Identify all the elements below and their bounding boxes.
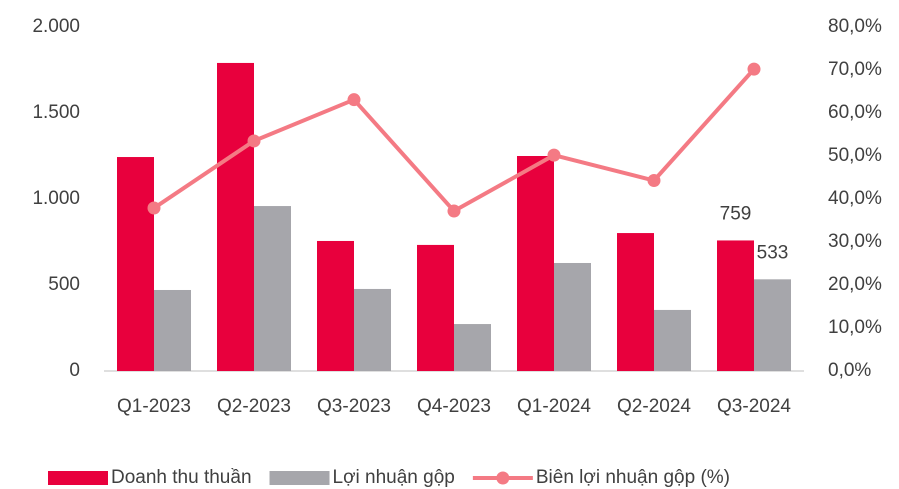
bar bbox=[354, 288, 391, 371]
legend-label: Lợi nhuận gộp bbox=[333, 467, 455, 488]
line-marker bbox=[247, 134, 261, 148]
y2-tick-label: 0,0% bbox=[828, 360, 871, 381]
y2-tick-label: 10,0% bbox=[828, 317, 882, 338]
legend-swatch bbox=[496, 471, 510, 485]
line-marker bbox=[547, 148, 561, 162]
legend-swatch bbox=[269, 471, 330, 485]
y2-tick-label: 40,0% bbox=[828, 188, 882, 209]
bar bbox=[154, 289, 191, 371]
x-tick-label: Q1-2024 bbox=[517, 396, 591, 417]
bar bbox=[754, 279, 791, 371]
data-label: 759 bbox=[720, 203, 752, 224]
line-marker bbox=[147, 201, 161, 215]
line-marker bbox=[347, 93, 361, 107]
legend-label: Doanh thu thuần bbox=[111, 467, 252, 488]
bar bbox=[654, 309, 691, 371]
bar bbox=[117, 157, 154, 371]
bar bbox=[517, 156, 554, 371]
x-tick-label: Q2-2024 bbox=[617, 396, 691, 417]
bar bbox=[217, 62, 254, 372]
y-tick-label: 500 bbox=[48, 274, 80, 295]
bar bbox=[617, 233, 654, 371]
bar bbox=[717, 240, 754, 371]
x-tick-label: Q1-2023 bbox=[117, 396, 191, 417]
y-tick-label: 2.000 bbox=[32, 16, 80, 37]
y2-tick-label: 30,0% bbox=[828, 231, 882, 252]
y2-tick-label: 70,0% bbox=[828, 59, 882, 80]
legend-label: Biên lợi nhuận gộp (%) bbox=[536, 467, 730, 488]
x-tick-label: Q3-2023 bbox=[317, 396, 391, 417]
x-tick-label: Q4-2023 bbox=[417, 396, 491, 417]
bar bbox=[254, 206, 291, 371]
y-tick-label: 1.500 bbox=[32, 102, 80, 123]
bar bbox=[554, 262, 591, 371]
line-marker bbox=[647, 174, 661, 188]
y2-tick-label: 60,0% bbox=[828, 102, 882, 123]
line-marker bbox=[447, 204, 461, 218]
y2-tick-label: 50,0% bbox=[828, 145, 882, 166]
data-label: 533 bbox=[757, 242, 789, 263]
line-marker bbox=[747, 62, 761, 76]
x-tick-label: Q2-2023 bbox=[217, 396, 291, 417]
legend-swatch bbox=[48, 471, 108, 485]
y2-tick-label: 80,0% bbox=[828, 16, 882, 37]
y2-tick-label: 20,0% bbox=[828, 274, 882, 295]
y-tick-label: 1.000 bbox=[32, 188, 80, 209]
bar bbox=[417, 244, 454, 371]
y-tick-label: 0 bbox=[69, 360, 80, 381]
bar bbox=[317, 240, 354, 371]
x-tick-label: Q3-2024 bbox=[717, 396, 791, 417]
bar bbox=[454, 324, 491, 371]
